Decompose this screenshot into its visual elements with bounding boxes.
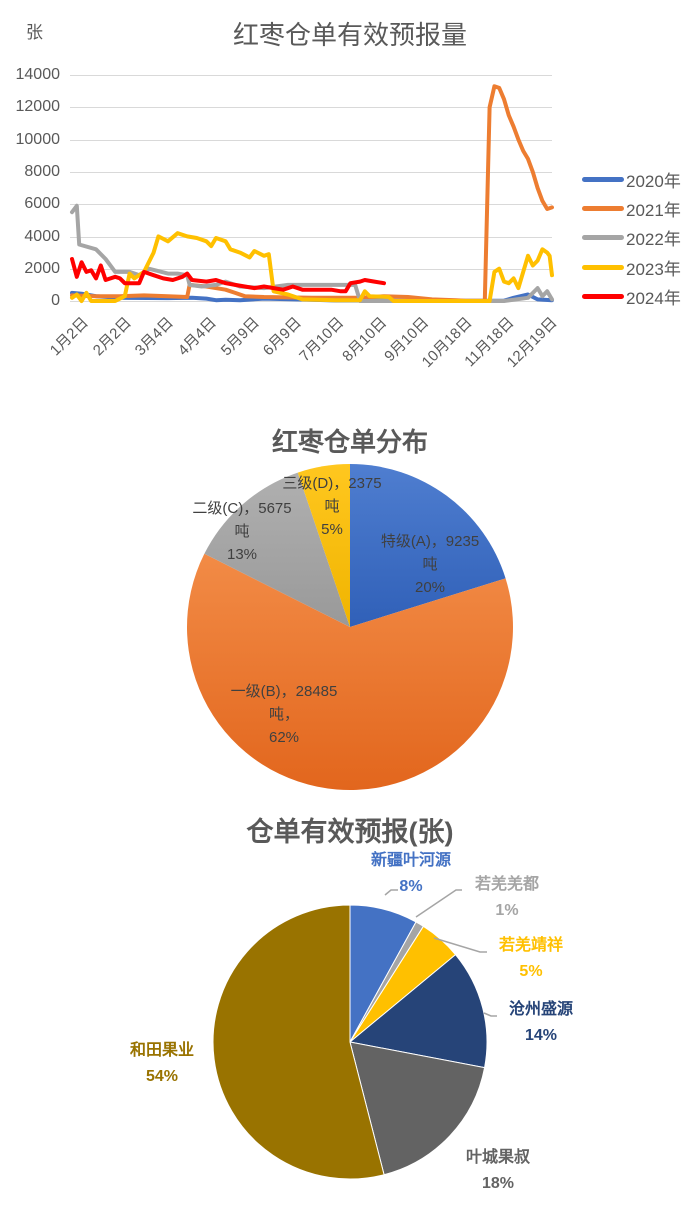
label-line: 吨，	[268, 706, 299, 723]
pie2-label-ruoqiang-qiangdu: 若羌羌都 1%	[475, 872, 539, 924]
label-pct: 18%	[481, 1175, 515, 1192]
legend-item-2021: 2021年	[582, 193, 681, 223]
legend-label: 2023年	[626, 259, 681, 279]
y-tick: 10000	[15, 131, 61, 148]
pie2-slice-叶城果叔	[349, 1041, 486, 1176]
legend-swatch	[582, 205, 624, 211]
pie2-title: 仓单有效预报(张)	[246, 817, 454, 847]
y-axis-unit: 张	[26, 23, 43, 42]
label-line: 吨	[234, 523, 250, 540]
label-pct: 1%	[495, 902, 519, 919]
label-name: 叶城果叔	[465, 1149, 531, 1166]
pie2-slice-和田果业	[212, 904, 385, 1180]
legend-item-2023: 2023年	[582, 252, 681, 282]
legend-label: 2020年	[626, 171, 681, 191]
legend-swatch	[582, 293, 624, 299]
legend-swatch	[582, 176, 624, 182]
line-chart-title: 红枣仓单有效预报量	[232, 20, 467, 50]
y-tick: 6000	[24, 195, 60, 212]
legend-label: 2021年	[626, 200, 681, 220]
legend-label: 2024年	[626, 288, 681, 308]
label-line: 5%	[321, 521, 343, 538]
label-pct: 14%	[524, 1027, 558, 1044]
series-line-2024年	[70, 257, 386, 294]
legend-item-2024: 2024年	[582, 281, 681, 311]
legend-item-2020: 2020年	[582, 164, 681, 194]
label-pct: 54%	[145, 1068, 179, 1085]
y-tick: 4000	[24, 228, 60, 245]
pie1-slice-三级(D)	[297, 464, 350, 627]
legend-label: 2022年	[626, 229, 681, 249]
label-pct: 8%	[399, 878, 423, 895]
label-name: 新疆叶河源	[370, 852, 452, 869]
line-plot-area	[70, 75, 554, 303]
label-pct: 5%	[519, 963, 543, 980]
legend-item-2022: 2022年	[582, 222, 681, 252]
label-line: 吨	[422, 556, 438, 573]
label-line: 吨	[324, 498, 340, 515]
label-line: 特级(A)，9235	[380, 533, 480, 550]
pie2-slice-沧州盛源	[348, 953, 488, 1069]
y-tick: 12000	[15, 98, 61, 115]
label-line: 13%	[226, 546, 258, 563]
pie2-label-xinjiang-yehe: 新疆叶河源 8%	[371, 848, 451, 900]
label-name: 若羌羌都	[474, 876, 540, 893]
label-line: 20%	[414, 579, 446, 596]
label-line: 三级(D)，2375	[282, 475, 382, 492]
pie1-slice-一级(B)	[186, 553, 513, 791]
label-line: 62%	[268, 729, 300, 746]
pie1-slice-二级(C)	[204, 472, 350, 627]
pie1-slices	[186, 464, 513, 791]
y-tick: 8000	[24, 163, 60, 180]
label-name: 沧州盛源	[508, 1001, 574, 1018]
pie1-slice-特级(A)	[350, 464, 506, 627]
label-line: 二级(C)，5675	[192, 500, 292, 517]
pie2-slices	[212, 904, 488, 1180]
series-line-2023年	[70, 231, 554, 303]
pie1-label-d: 三级(D)，2375 吨 5%	[282, 472, 381, 541]
pie1-label-a: 特级(A)，9235 吨 20%	[381, 530, 479, 599]
pie2-label-hetian-guoye: 和田果业 54%	[130, 1038, 194, 1090]
label-name: 若羌靖祥	[498, 937, 564, 954]
pie1-label-b: 一级(B)，28485 吨， 62%	[231, 680, 338, 749]
y-tick: 14000	[15, 66, 61, 83]
pie2-label-yecheng-guoshu: 叶城果叔 18%	[466, 1145, 530, 1197]
pie1-title: 红枣仓单分布	[271, 427, 428, 457]
pie1-label-c: 二级(C)，5675 吨 13%	[192, 497, 291, 566]
label-line: 一级(B)，28485	[230, 683, 338, 700]
y-tick: 2000	[24, 260, 60, 277]
legend-swatch	[582, 264, 624, 270]
label-name: 和田果业	[129, 1042, 195, 1059]
legend-swatch	[582, 234, 624, 240]
pie2-label-cangzhou-shengyuan: 沧州盛源 14%	[509, 997, 573, 1049]
pie2-label-ruoqiang-jingxiang: 若羌靖祥 5%	[499, 933, 563, 985]
leader-lines	[384, 889, 497, 1017]
line-chart: 张 红枣仓单有效预报量 14000 12000 10000 8000 6000 …	[0, 0, 700, 400]
y-tick: 0	[51, 292, 60, 309]
